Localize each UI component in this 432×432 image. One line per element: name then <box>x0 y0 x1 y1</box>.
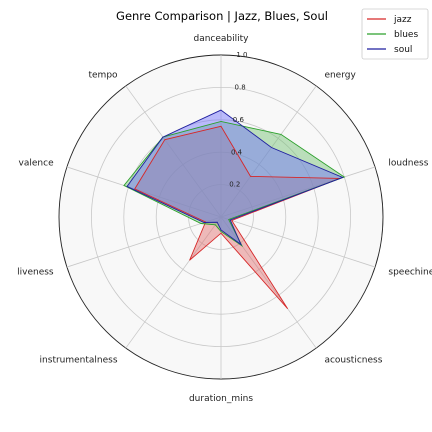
radial-tick-label: 0.2 <box>229 181 240 189</box>
axis-label-speechiness: speechiness <box>388 267 432 277</box>
axis-labels: danceability energy loudness speechiness aco… <box>17 34 432 404</box>
grid-spoke <box>220 216 376 268</box>
grid-spoke <box>220 85 317 218</box>
legend-label-jazz: jazz <box>393 15 412 25</box>
legend-label-blues: blues <box>394 30 418 40</box>
axis-label-duration-mins: duration_mins <box>189 394 253 404</box>
radial-tick-label: 0.4 <box>231 148 243 156</box>
series-line-jazz <box>134 125 340 310</box>
series-line-blues <box>123 120 346 248</box>
radar-series-layer <box>123 109 346 310</box>
radial-tick-labels: 0.2 0.4 0.6 0.8 1.0 <box>229 51 247 188</box>
axis-label-tempo: tempo <box>88 71 118 81</box>
grid-spoke <box>220 166 376 218</box>
axis-label-liveness: liveness <box>17 267 54 277</box>
radial-tick-label: 0.6 <box>233 116 245 124</box>
chart-title: Genre Comparison | Jazz, Blues, Soul <box>116 9 328 23</box>
series-fill-blues <box>123 121 345 246</box>
radar-grid <box>58 54 384 380</box>
axis-label-instrumentalness: instrumentalness <box>40 355 118 365</box>
radial-tick-label: 0.8 <box>235 84 246 92</box>
axis-label-valence: valence <box>19 159 55 169</box>
grid-spoke <box>66 166 222 218</box>
series-line-soul <box>126 109 344 246</box>
axis-label-loudness: loudness <box>388 159 428 169</box>
grid-spoke <box>125 85 222 218</box>
grid-spoke <box>220 216 317 349</box>
grid-spoke <box>66 216 222 268</box>
radial-tick-label: 1.0 <box>236 51 247 59</box>
axis-label-acousticness: acousticness <box>324 355 382 365</box>
legend-label-soul: soul <box>394 45 412 55</box>
legend-box <box>361 8 429 60</box>
grid-spoke <box>125 216 222 349</box>
axis-label-danceability: danceability <box>193 34 249 44</box>
axis-label-energy: energy <box>324 71 356 81</box>
legend: jazz blues soul <box>361 8 429 60</box>
